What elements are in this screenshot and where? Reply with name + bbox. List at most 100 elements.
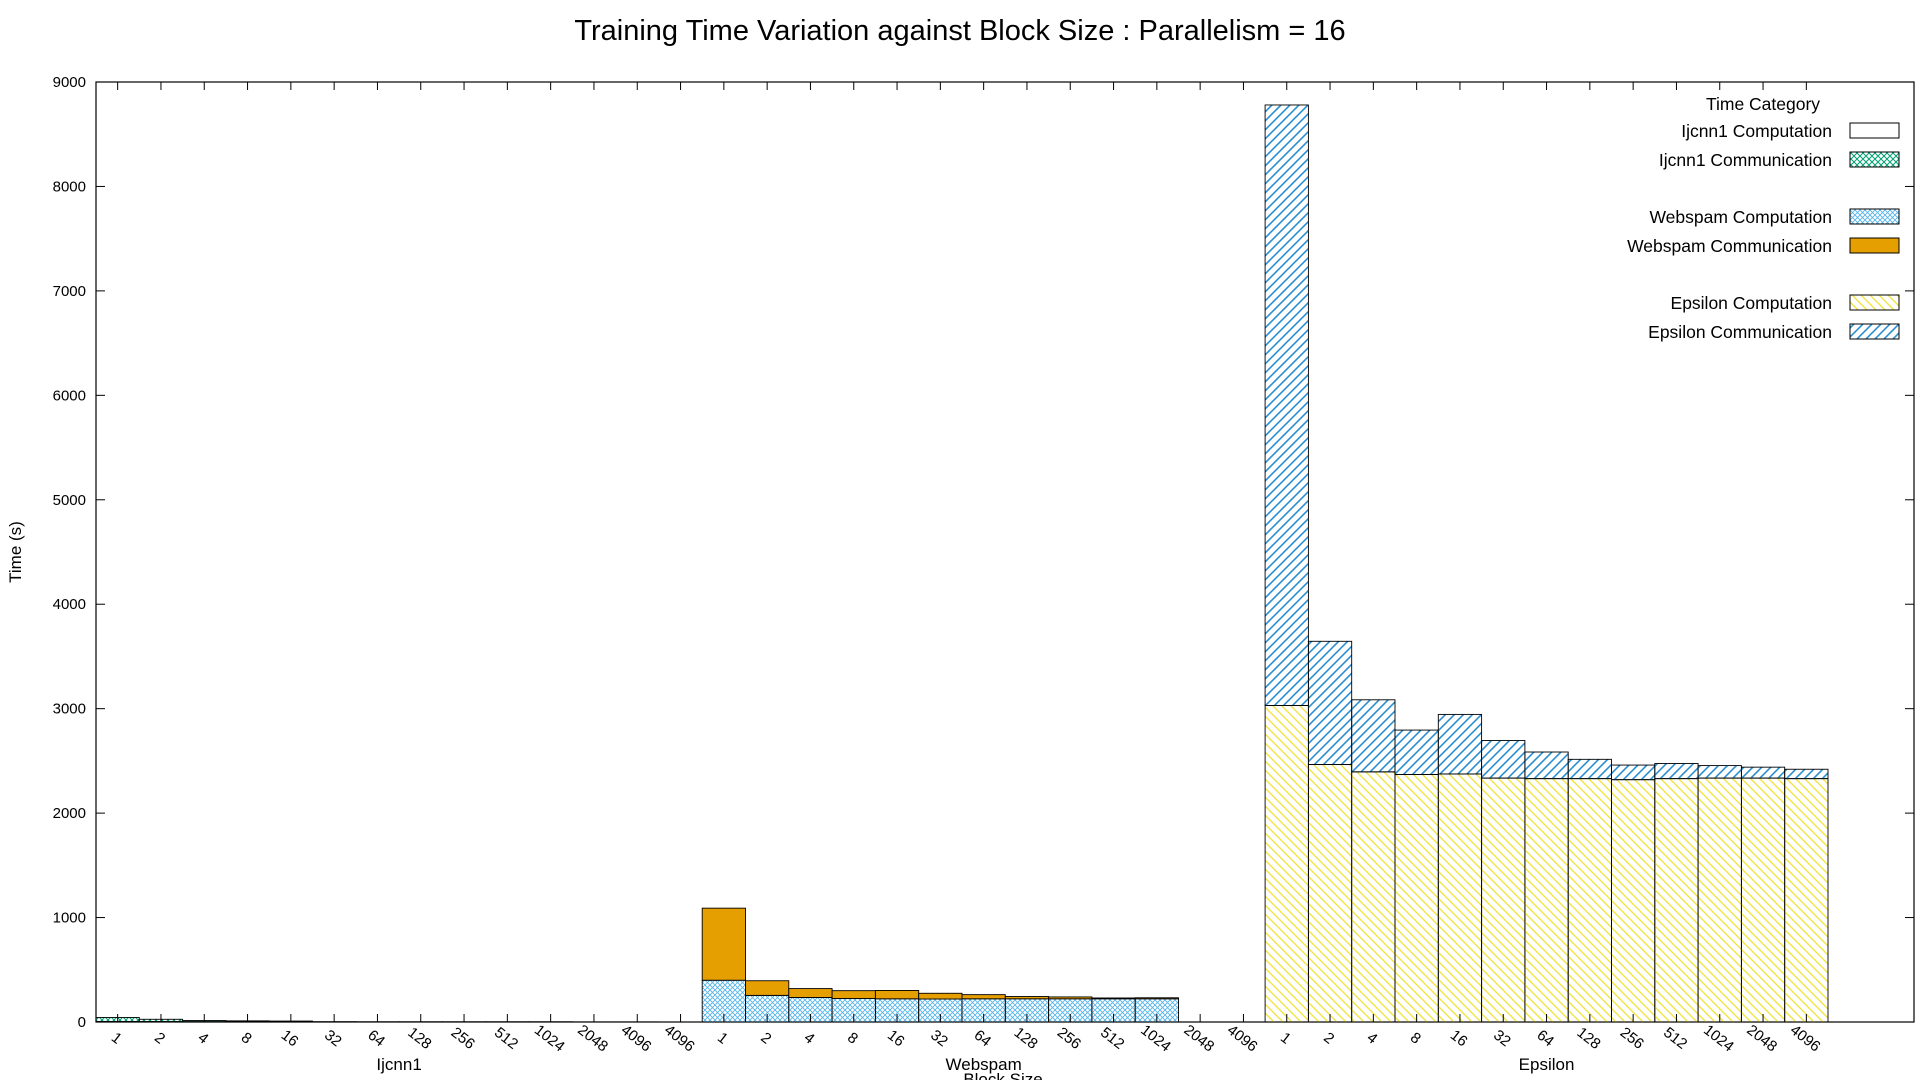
y-axis: 0 1000 2000 3000 4000 5000 6000 7000 8000 9000 [53,74,1914,1031]
x-tick-label: 128 [404,1024,434,1053]
y-tick-label: 7000 [53,283,86,300]
webspam-communication-bar [874,990,920,1000]
legend-label: Webspam Communication [1627,236,1832,256]
webspam-communication-bar [1091,997,1136,1000]
bars [95,104,1829,1023]
epsilon-communication-bar [1351,699,1396,773]
epsilon-communication-bar [1264,104,1309,706]
x-tick-label: 64 [971,1027,995,1051]
legend-label: Ijcnn1 Communication [1659,150,1832,170]
epsilon-communication-bar [1611,764,1656,781]
y-tick-label: 2000 [53,805,86,822]
legend-label: Epsilon Communication [1648,322,1832,342]
y-tick-label: 1000 [53,910,86,927]
x-tick-label: 1 [1277,1029,1294,1048]
epsilon-computation-bar [1654,778,1699,1023]
legend-label: Ijcnn1 Computation [1681,121,1832,141]
x-tick-label: 4 [801,1029,818,1048]
x-tick-label: 16 [278,1027,302,1051]
x-tick-label: 1024 [531,1021,568,1055]
epsilon-computation-bar [1697,777,1742,1023]
x-tick-label: 8 [238,1029,255,1048]
x-tick-label: 4 [194,1029,211,1048]
x-tick-label: 16 [1447,1027,1471,1051]
epsilon-communication-bar [1307,640,1353,765]
legend-swatch [1849,122,1900,139]
epsilon-computation-bar [1307,764,1353,1023]
x-tick-label: 128 [1574,1024,1604,1053]
group-label-epsilon: Epsilon [1519,1055,1575,1074]
epsilon-computation-bar [1437,773,1483,1023]
x-tick-label: 256 [448,1024,478,1053]
x-tick-label: 32 [321,1027,345,1051]
x-tick-label: 4096 [618,1021,655,1055]
y-tick-label: 3000 [53,701,86,718]
x-tick-label: 2048 [1181,1021,1218,1055]
epsilon-computation-bar [1394,774,1439,1023]
epsilon-computation-bar [1351,771,1396,1023]
x-tick-label: 16 [884,1027,908,1051]
x-tick-label: 512 [1660,1024,1690,1053]
webspam-communication-bar [961,994,1006,1000]
webspam-communication-bar [831,990,876,999]
legend-swatch [1849,237,1900,254]
x-tick-label: 2048 [574,1021,611,1055]
legend-label: Webspam Computation [1649,207,1832,227]
epsilon-computation-bar [1524,778,1569,1023]
group-label-ijcnn1: Ijcnn1 [376,1055,421,1074]
x-tick-label: 4096 [1787,1021,1824,1055]
y-axis-label: Time (s) [6,521,25,583]
epsilon-computation-bar [1567,778,1612,1023]
epsilon-communication-bar [1437,713,1483,775]
x-tick-label: 2048 [1743,1021,1780,1055]
x-tick-label: 512 [491,1024,521,1053]
x-tick-label: 32 [1490,1027,1514,1051]
epsilon-computation-bar [1481,777,1526,1023]
webspam-communication-bar [1004,996,1050,1000]
x-tick-label: 4096 [1224,1021,1261,1055]
epsilon-communication-bar [1784,768,1829,780]
x-tick-label: 32 [927,1027,951,1051]
epsilon-communication-bar [1481,740,1526,779]
epsilon-computation-bar [1264,705,1309,1023]
legend-label: Epsilon Computation [1671,293,1832,313]
x-tick-label: 8 [1407,1029,1424,1048]
x-tick-label: 1 [108,1029,125,1048]
epsilon-communication-bar [1394,729,1439,775]
x-tick-label: 4096 [661,1021,698,1055]
y-tick-label: 5000 [53,492,86,509]
webspam-communication-bar [918,992,963,1000]
x-tick-label: 512 [1097,1024,1127,1053]
x-tick-label: 64 [1534,1027,1558,1051]
y-tick-label: 0 [78,1014,86,1031]
x-tick-label: 8 [844,1029,861,1048]
x-tick-label: 1024 [1700,1021,1737,1055]
x-tick-label: 2 [151,1029,168,1048]
x-tick-label: 64 [364,1027,388,1051]
legend-swatch [1849,151,1900,168]
x-tick-label: 1 [714,1029,731,1048]
epsilon-computation-bar [1784,778,1829,1023]
y-tick-label: 4000 [53,596,86,613]
chart-title: Training Time Variation against Block Si… [574,15,1345,47]
legend-swatch [1849,323,1900,340]
epsilon-communication-bar [1524,751,1569,780]
x-axis-label: Block Size [963,1070,1042,1080]
x-tick-label: 128 [1011,1024,1041,1053]
y-tick-label: 8000 [53,178,86,195]
legend-swatch [1849,208,1900,225]
x-tick-label: 256 [1617,1024,1647,1053]
webspam-communication-bar [1134,997,1179,1000]
x-tick-label: 2 [757,1029,774,1048]
y-tick-label: 6000 [53,387,86,404]
group-label-webspam: Webspam [946,1055,1022,1074]
epsilon-communication-bar [1740,766,1786,779]
webspam-communication-bar [1048,996,1093,1000]
epsilon-computation-bar [1740,777,1786,1023]
webspam-communication-bar [701,907,746,981]
x-tick-label: 2 [1320,1029,1337,1048]
x-tick-label: 4 [1364,1029,1381,1048]
legend: Time Category Ijcnn1 Computation Ijcnn1 C… [1627,94,1900,342]
x-tick-label: 1024 [1137,1021,1174,1055]
